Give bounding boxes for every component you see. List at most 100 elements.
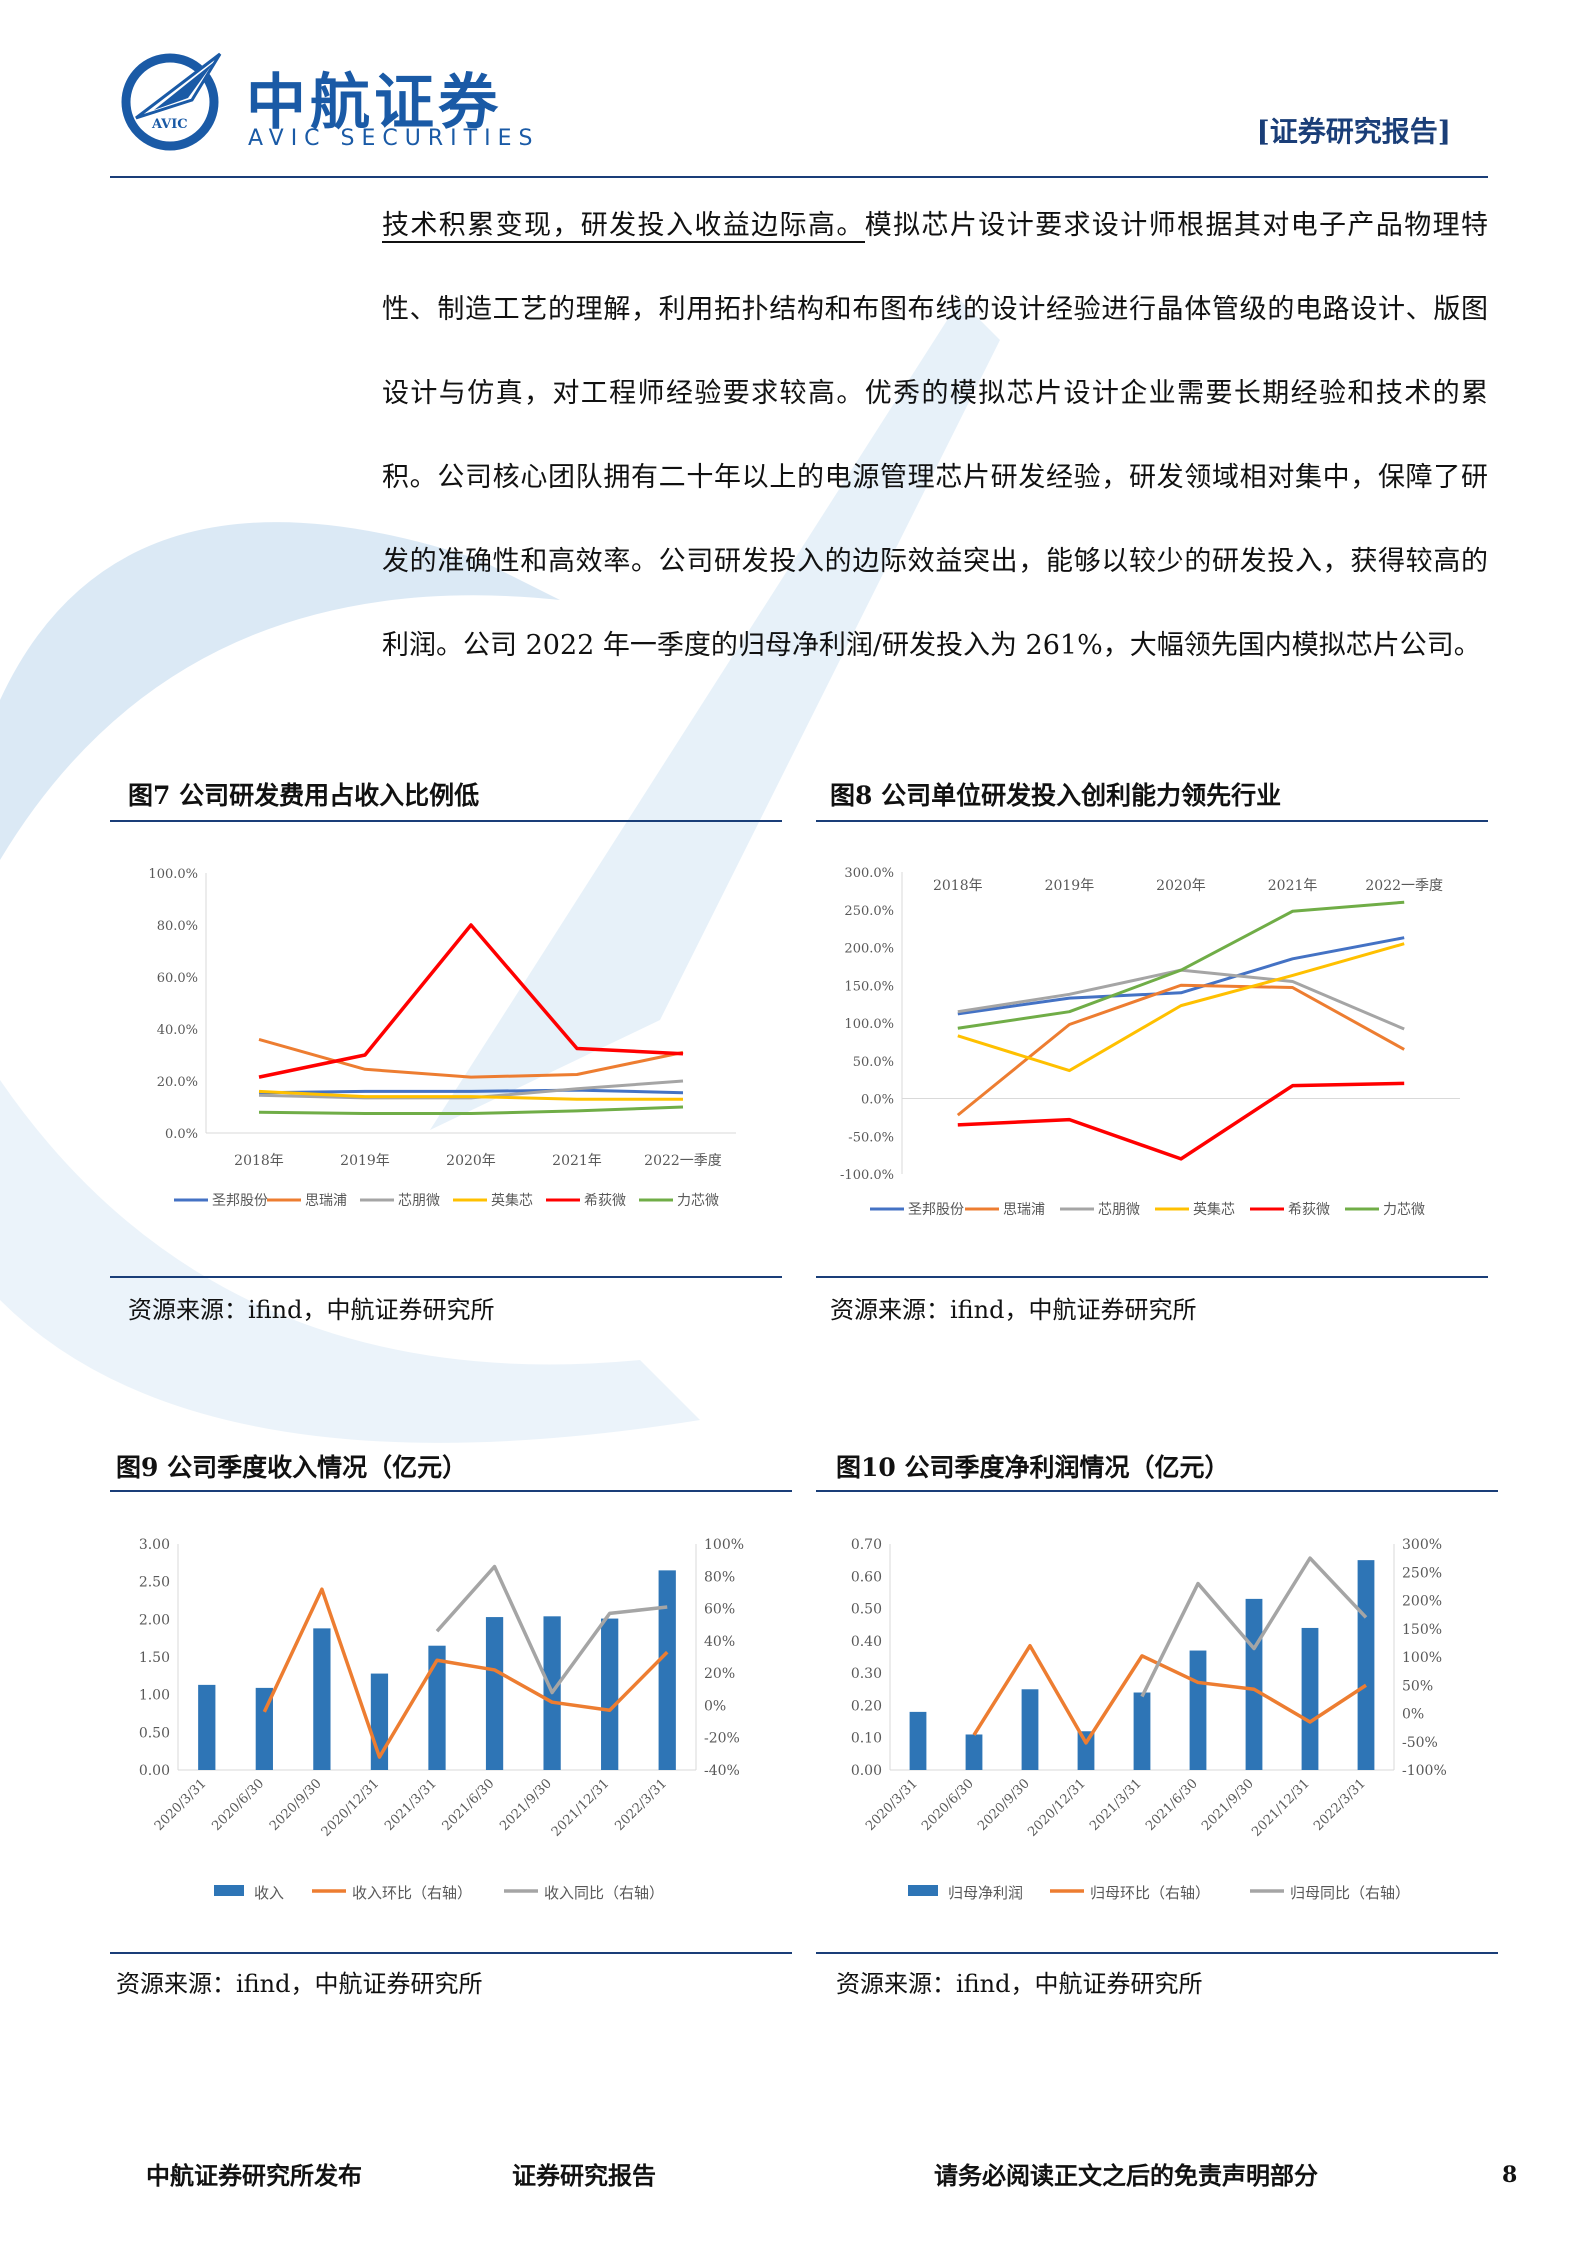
fig7-xtick: 2022一季度 [644,1153,722,1169]
highlight-sentence: 技术积累变现，研发投入收益边际高。 [382,210,865,243]
fig10-bar [1301,1627,1319,1770]
fig8-bottom-rule [816,1276,1488,1278]
footer-publisher: 中航证券研究所发布 [146,2161,362,2190]
fig9-xtick: 2020/12/31 [319,1776,383,1840]
fig8-title: 图8 公司单位研发投入创利能力领先行业 [830,781,1282,810]
fig8-legend-label: 希荻微 [1288,1202,1330,1218]
fig9-xtick: 2020/3/31 [152,1776,210,1834]
fig10-bar [965,1734,983,1770]
fig10-series-归母同比-右轴- [1140,1556,1368,1698]
fig9-xtick: 2020/6/30 [209,1776,267,1834]
fig9-bar [658,1570,676,1770]
fig7-xtick: 2019年 [340,1153,390,1169]
fig7-ytick: 20.0% [157,1075,198,1090]
fig10-legend-label: 归母环比（右轴） [1090,1884,1210,1902]
fig9-bottom-rule [110,1952,792,1954]
fig10-xtick: 2021/12/31 [1249,1776,1313,1840]
fig10-legend-label: 归母净利润 [948,1884,1023,1902]
fig10-y2tick: -100% [1402,1763,1447,1779]
fig10-ytick: 0.60 [851,1569,882,1585]
fig10-bottom-rule [816,1952,1498,1954]
fig9-chart: 0.00 0.50 1.00 1.50 2.00 2.50 3.00 -40% -20% 0% 20… [139,1537,744,1902]
fig10-bar [1077,1731,1095,1770]
fig8-series-芯朋微 [957,968,1405,1031]
fig10-xtick: 2020/12/31 [1025,1776,1089,1840]
fig9-legend-label: 收入环比（右轴） [352,1884,472,1902]
fig9-y2tick: 20% [704,1666,735,1682]
fig7-legend-label: 希荻微 [584,1193,626,1209]
fig8-ytick: 200.0% [844,942,894,957]
paragraph-text: 模拟芯片设计要求设计师根据其对电子产品物理特性、制造工艺的理解，利用拓扑结构和布… [382,210,1489,661]
fig7-series-圣邦股份 [258,1088,684,1095]
fig9-source: 资源来源：ifind，中航证券研究所 [116,1970,483,1998]
fig10-y2tick: 250% [1402,1565,1442,1581]
avic-logo-icon: AVIC [121,52,222,151]
fig9-bar [428,1645,446,1770]
fig9-y2tick: -20% [704,1731,740,1747]
fig8-series-希荻微 [957,1081,1405,1161]
fig10-y2tick: -50% [1402,1735,1438,1751]
fig9-xtick: 2022/3/31 [612,1776,670,1834]
fig9-series-收入同比-右轴- [435,1564,668,1695]
fig10-ytick: 0.70 [851,1537,882,1553]
fig9-xtick: 2021/12/31 [549,1776,613,1840]
fig9-xtick: 2020/9/30 [267,1776,325,1834]
fig7-series-英集芯 [258,1089,683,1101]
fig9-y2tick: 80% [704,1569,735,1585]
fig10-y2tick: 100% [1402,1650,1442,1666]
fig9-ytick: 3.00 [139,1537,170,1553]
fig8-xtick: 2018年 [933,878,983,894]
fig8-ytick: -50.0% [848,1130,894,1145]
fig8-ytick: -100.0% [840,1168,894,1183]
fig8-xtick: 2021年 [1268,878,1318,894]
fig8-xtick: 2022一季度 [1365,878,1443,894]
fig8-ytick: 150.0% [844,979,894,994]
fig9-xtick: 2021/6/30 [440,1776,498,1834]
fig8-ytick: 100.0% [844,1017,894,1032]
fig9-y2tick: 100% [704,1537,744,1553]
fig9-y2tick: -40% [704,1763,740,1779]
fig10-source: 资源来源：ifind，中航证券研究所 [836,1970,1203,1998]
fig7-ytick: 80.0% [157,919,198,934]
fig10-xtick: 2020/9/30 [975,1776,1033,1834]
fig7-legend-label: 英集芯 [491,1192,533,1209]
fig7-ytick: 40.0% [157,1023,198,1038]
fig8-chart: -100.0% -50.0% 0.0% 50.0% 100.0% 150.0% 200.0%… [840,866,1460,1218]
footer-report-type: 证券研究报告 [512,2161,656,2190]
fig7-bottom-rule [110,1276,782,1278]
fig7-ytick: 100.0% [148,867,198,882]
fig8-series-英集芯 [957,942,1405,1073]
page-number: 8 [1502,2162,1518,2188]
fig8-source: 资源来源：ifind，中航证券研究所 [830,1296,1197,1324]
fig8-series-力芯微 [957,900,1405,1030]
fig7-xtick: 2020年 [446,1153,496,1169]
fig9-bar [601,1618,619,1770]
fig9-ytick: 1.50 [139,1650,170,1666]
fig7-chart: 0.0% 20.0% 40.0% 60.0% 80.0% 100.0% 2018年 2019年… [148,867,736,1209]
fig9-bar [255,1687,273,1770]
fig10-ytick: 0.20 [851,1698,882,1714]
body-paragraph: 技术积累变现，研发投入收益边际高。模拟芯片设计要求设计师根据其对电子产品物理特性… [382,184,1488,688]
fig10-bar [1133,1692,1151,1770]
fig7-series-思瑞浦 [258,1037,684,1079]
fig8-top-rule [816,820,1488,822]
fig8-legend-label: 力芯微 [1383,1202,1425,1218]
fig7-legend-label: 芯朋微 [398,1193,440,1209]
fig10-xtick: 2020/6/30 [919,1776,977,1834]
fig7-legend-label: 思瑞浦 [305,1193,347,1209]
fig8-ytick: 250.0% [844,904,894,919]
report-tag: [证券研究报告] [1256,115,1452,148]
fig7-legend-label: 力芯微 [677,1193,719,1209]
fig9-legend-swatch [214,1885,244,1896]
fig10-y2tick: 0% [1402,1707,1424,1723]
logo-english: AVIC SECURITIES [248,126,540,151]
fig10-legend-swatch [908,1885,938,1896]
fig10-y2tick: 150% [1402,1622,1442,1638]
fig10-title: 图10 公司季度净利润情况（亿元） [836,1453,1230,1482]
fig9-ytick: 0.50 [139,1725,170,1741]
fig8-series-思瑞浦 [956,983,1405,1117]
fig7-xtick: 2021年 [552,1153,602,1169]
fig8-xtick: 2019年 [1045,878,1095,894]
fig9-xtick: 2021/3/31 [382,1776,440,1834]
fig10-ytick: 0.10 [851,1731,882,1747]
